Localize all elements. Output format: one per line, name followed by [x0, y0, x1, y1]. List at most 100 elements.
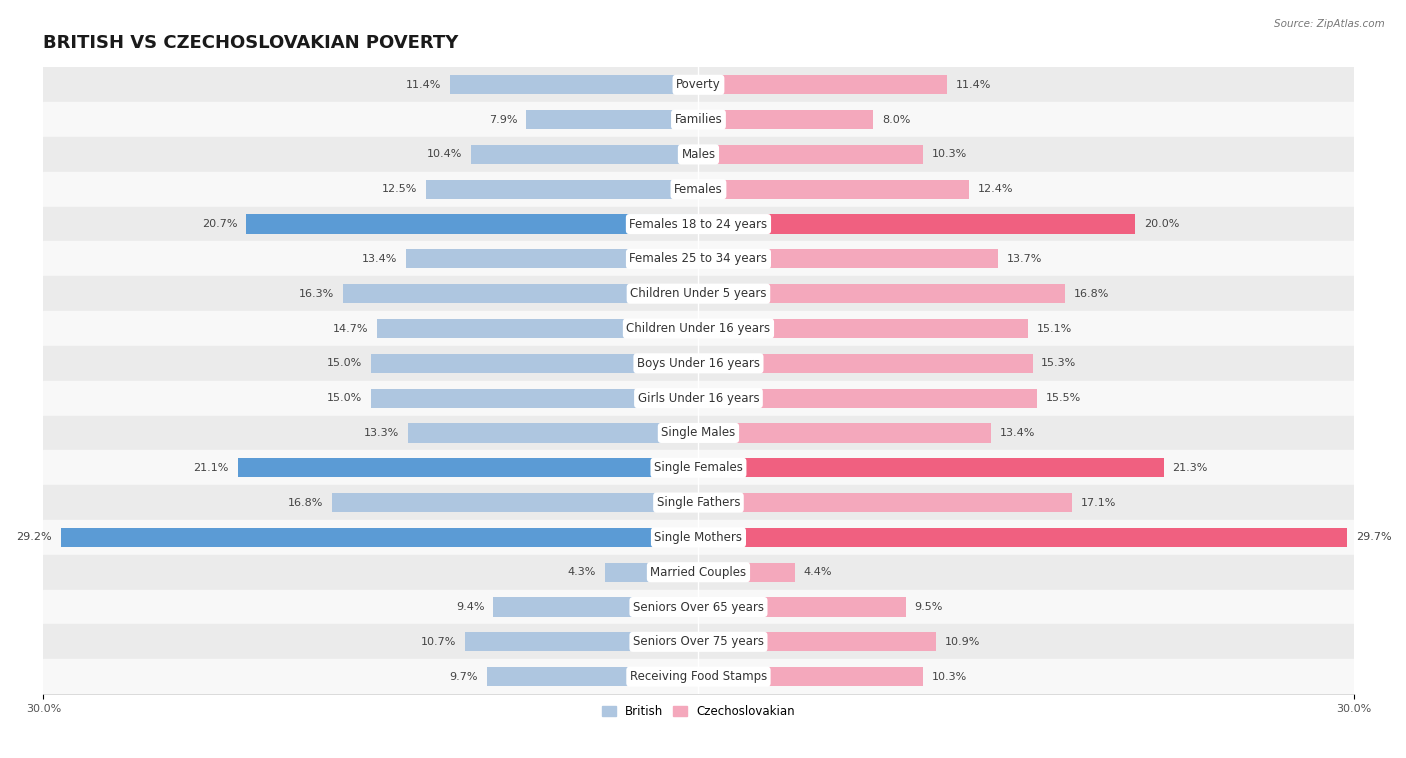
Bar [471, 145, 699, 164]
Bar [44, 276, 1354, 311]
Bar [246, 215, 699, 233]
Text: Source: ZipAtlas.com: Source: ZipAtlas.com [1274, 19, 1385, 29]
Text: 11.4%: 11.4% [405, 80, 441, 89]
Text: 15.0%: 15.0% [328, 359, 363, 368]
Bar [699, 354, 1032, 373]
Bar [44, 450, 1354, 485]
Bar [44, 590, 1354, 625]
Bar [699, 319, 1028, 338]
Text: Girls Under 16 years: Girls Under 16 years [638, 392, 759, 405]
Text: 17.1%: 17.1% [1081, 497, 1116, 508]
Text: Females 25 to 34 years: Females 25 to 34 years [630, 252, 768, 265]
Text: Children Under 5 years: Children Under 5 years [630, 287, 766, 300]
Bar [408, 424, 699, 443]
Bar [44, 172, 1354, 207]
Bar [44, 102, 1354, 137]
Text: 13.4%: 13.4% [361, 254, 396, 264]
Text: Females 18 to 24 years: Females 18 to 24 years [630, 218, 768, 230]
Bar [486, 667, 699, 686]
Text: 9.4%: 9.4% [456, 602, 485, 612]
Bar [44, 415, 1354, 450]
Text: BRITISH VS CZECHOSLOVAKIAN POVERTY: BRITISH VS CZECHOSLOVAKIAN POVERTY [44, 34, 458, 52]
Bar [699, 75, 948, 95]
Bar [699, 528, 1347, 547]
Bar [699, 284, 1066, 303]
Text: 12.4%: 12.4% [979, 184, 1014, 194]
Text: 29.2%: 29.2% [17, 532, 52, 543]
Legend: British, Czechoslovakian: British, Czechoslovakian [598, 700, 800, 722]
Text: 4.3%: 4.3% [568, 567, 596, 577]
Text: 29.7%: 29.7% [1355, 532, 1392, 543]
Text: 12.5%: 12.5% [381, 184, 416, 194]
Bar [44, 520, 1354, 555]
Text: Males: Males [682, 148, 716, 161]
Bar [699, 562, 794, 582]
Text: 20.0%: 20.0% [1144, 219, 1180, 229]
Text: Children Under 16 years: Children Under 16 years [627, 322, 770, 335]
Bar [238, 458, 699, 478]
Bar [44, 625, 1354, 659]
Text: 21.1%: 21.1% [194, 463, 229, 473]
Text: 13.4%: 13.4% [1000, 428, 1035, 438]
Text: 16.3%: 16.3% [298, 289, 333, 299]
Text: 7.9%: 7.9% [489, 114, 517, 124]
Text: Boys Under 16 years: Boys Under 16 years [637, 357, 761, 370]
Text: Families: Families [675, 113, 723, 126]
Bar [44, 381, 1354, 415]
Text: Receiving Food Stamps: Receiving Food Stamps [630, 670, 768, 683]
Text: 20.7%: 20.7% [202, 219, 238, 229]
Bar [44, 555, 1354, 590]
Bar [44, 311, 1354, 346]
Bar [526, 110, 699, 129]
Bar [699, 180, 969, 199]
Text: 15.5%: 15.5% [1046, 393, 1081, 403]
Text: 16.8%: 16.8% [1074, 289, 1109, 299]
Text: Females: Females [673, 183, 723, 196]
Bar [605, 562, 699, 582]
Bar [343, 284, 699, 303]
Text: 21.3%: 21.3% [1173, 463, 1208, 473]
Bar [44, 485, 1354, 520]
Text: Single Fathers: Single Fathers [657, 496, 740, 509]
Bar [699, 597, 905, 616]
Bar [44, 67, 1354, 102]
Text: 10.4%: 10.4% [427, 149, 463, 159]
Bar [494, 597, 699, 616]
Text: 10.9%: 10.9% [945, 637, 980, 647]
Text: Single Males: Single Males [661, 427, 735, 440]
Text: 15.3%: 15.3% [1042, 359, 1077, 368]
Text: 9.5%: 9.5% [915, 602, 943, 612]
Bar [332, 493, 699, 512]
Text: 14.7%: 14.7% [333, 324, 368, 334]
Bar [699, 493, 1071, 512]
Text: 10.7%: 10.7% [420, 637, 456, 647]
Bar [60, 528, 699, 547]
Bar [699, 667, 924, 686]
Bar [44, 346, 1354, 381]
Text: 4.4%: 4.4% [803, 567, 832, 577]
Text: 16.8%: 16.8% [287, 497, 323, 508]
Bar [44, 207, 1354, 242]
Text: 10.3%: 10.3% [932, 672, 967, 681]
Bar [377, 319, 699, 338]
Bar [450, 75, 699, 95]
Bar [699, 110, 873, 129]
Bar [426, 180, 699, 199]
Bar [699, 424, 991, 443]
Bar [699, 458, 1164, 478]
Text: 13.3%: 13.3% [364, 428, 399, 438]
Text: Poverty: Poverty [676, 78, 721, 91]
Bar [371, 354, 699, 373]
Bar [465, 632, 699, 651]
Text: 13.7%: 13.7% [1007, 254, 1042, 264]
Text: 9.7%: 9.7% [450, 672, 478, 681]
Text: 11.4%: 11.4% [956, 80, 991, 89]
Text: 15.0%: 15.0% [328, 393, 363, 403]
Text: 8.0%: 8.0% [882, 114, 910, 124]
Text: Married Couples: Married Couples [651, 565, 747, 578]
Bar [44, 659, 1354, 694]
Bar [371, 389, 699, 408]
Bar [699, 632, 936, 651]
Bar [699, 145, 924, 164]
Text: 10.3%: 10.3% [932, 149, 967, 159]
